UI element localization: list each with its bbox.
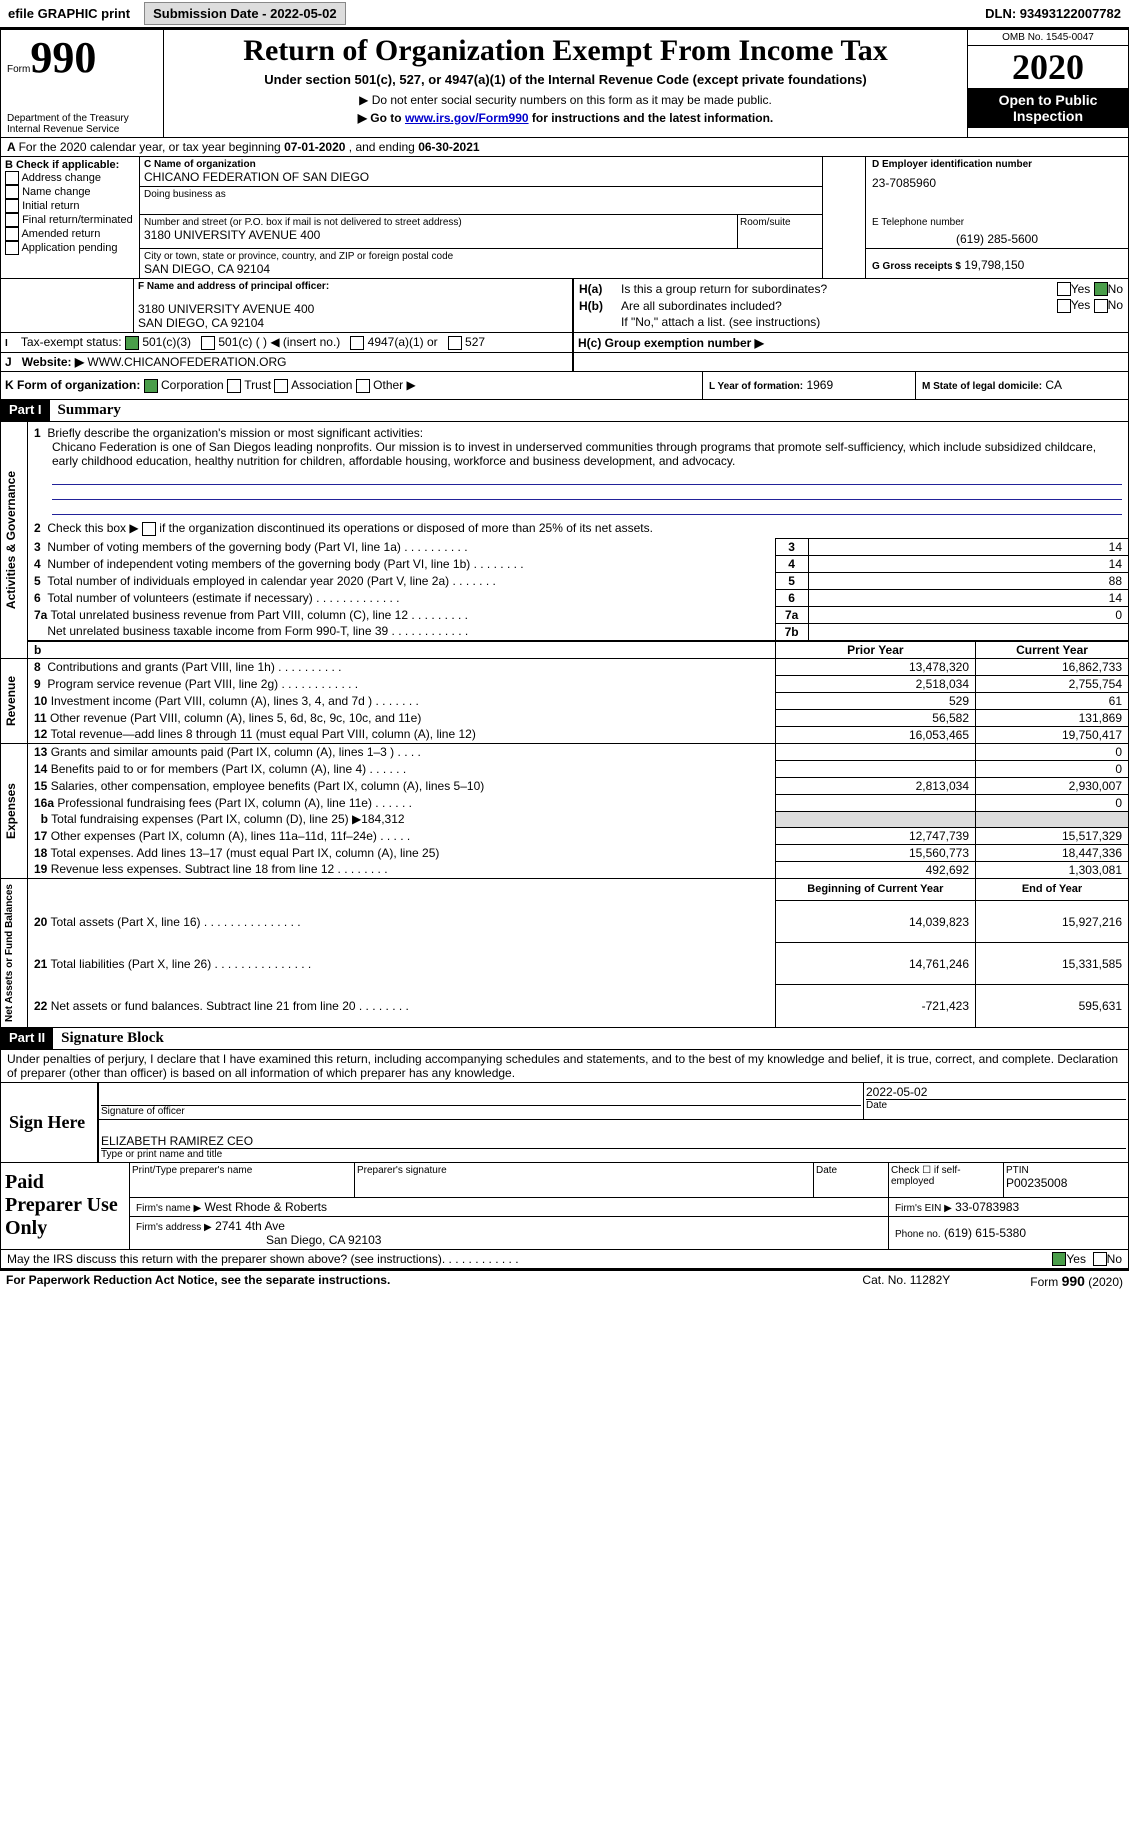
discuss-row: May the IRS discuss this return with the… — [0, 1250, 1129, 1269]
efile-label: efile GRAPHIC print — [8, 6, 130, 21]
penalties: Under penalties of perjury, I declare th… — [0, 1050, 1129, 1083]
tax-year: 2020 — [968, 46, 1128, 88]
gross-receipts: 19,798,150 — [964, 258, 1024, 272]
part2-header: Part II Signature Block — [0, 1028, 1129, 1050]
dln: DLN: 93493122007782 — [985, 6, 1121, 21]
preparer-block: Paid Preparer Use Only Print/Type prepar… — [0, 1163, 1129, 1250]
period-row: A For the 2020 calendar year, or tax yea… — [0, 138, 1129, 157]
header-boxes: B Check if applicable: Address change Na… — [0, 157, 1129, 279]
mission: Chicano Federation is one of San Diegos … — [52, 440, 1122, 468]
klm-row: K Form of organization: Corporation Trus… — [0, 372, 1129, 400]
sign-block: Sign Here Signature of officer 2022-05-0… — [0, 1083, 1129, 1163]
ein: 23-7085960 — [872, 176, 1122, 190]
part1-header: Part I Summary — [0, 400, 1129, 422]
form-header: Form990 Department of the Treasury Inter… — [0, 29, 1129, 138]
form990-link[interactable]: www.irs.gov/Form990 — [405, 111, 529, 125]
officer-name: ELIZABETH RAMIREZ CEO — [101, 1134, 1126, 1148]
phone: (619) 285-5600 — [872, 232, 1122, 246]
dept: Department of the Treasury Internal Reve… — [7, 113, 157, 135]
submission-btn[interactable]: Submission Date - 2022-05-02 — [144, 2, 346, 25]
website: WWW.CHICANOFEDERATION.ORG — [87, 355, 286, 369]
page-title: Return of Organization Exempt From Incom… — [168, 34, 963, 68]
header-boxes-2: F Name and address of principal officer:… — [0, 279, 1129, 372]
footer: For Paperwork Reduction Act Notice, see … — [0, 1269, 1129, 1291]
summary-table: Activities & Governance 1 Briefly descri… — [0, 422, 1129, 1028]
top-bar: efile GRAPHIC print Submission Date - 20… — [0, 0, 1129, 29]
org-name: CHICANO FEDERATION OF SAN DIEGO — [144, 170, 818, 184]
form-number: 990 — [30, 33, 96, 82]
